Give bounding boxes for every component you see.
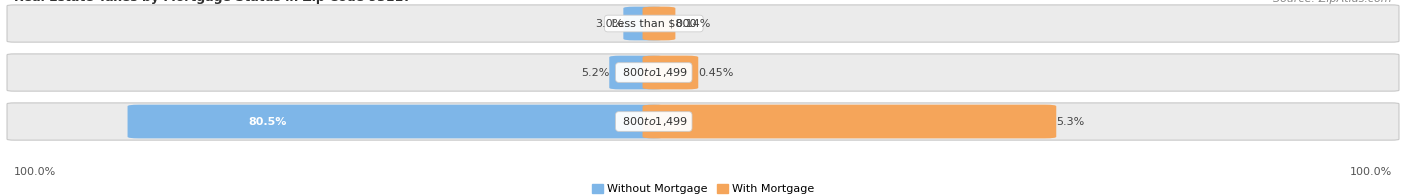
Text: 80.5%: 80.5% (249, 116, 287, 127)
Legend: Without Mortgage, With Mortgage: Without Mortgage, With Mortgage (592, 184, 814, 194)
FancyBboxPatch shape (7, 103, 1399, 140)
Text: Less than $800: Less than $800 (607, 18, 700, 29)
Text: Source: ZipAtlas.com: Source: ZipAtlas.com (1274, 0, 1392, 4)
FancyBboxPatch shape (643, 56, 699, 89)
Text: 100.0%: 100.0% (1350, 167, 1392, 178)
Text: 0.14%: 0.14% (675, 18, 711, 29)
Text: 5.2%: 5.2% (581, 67, 609, 78)
Text: 3.0%: 3.0% (595, 18, 623, 29)
Text: 0.45%: 0.45% (699, 67, 734, 78)
FancyBboxPatch shape (643, 105, 1056, 138)
Text: $800 to $1,499: $800 to $1,499 (619, 66, 689, 79)
FancyBboxPatch shape (609, 56, 665, 89)
Text: $800 to $1,499: $800 to $1,499 (619, 115, 689, 128)
FancyBboxPatch shape (7, 5, 1399, 42)
FancyBboxPatch shape (7, 54, 1399, 91)
Text: Real Estate Taxes by Mortgage Status in Zip Code 93117: Real Estate Taxes by Mortgage Status in … (14, 0, 412, 4)
Text: 5.3%: 5.3% (1056, 116, 1084, 127)
FancyBboxPatch shape (128, 105, 665, 138)
Text: 100.0%: 100.0% (14, 167, 56, 178)
FancyBboxPatch shape (623, 7, 665, 40)
FancyBboxPatch shape (643, 7, 675, 40)
